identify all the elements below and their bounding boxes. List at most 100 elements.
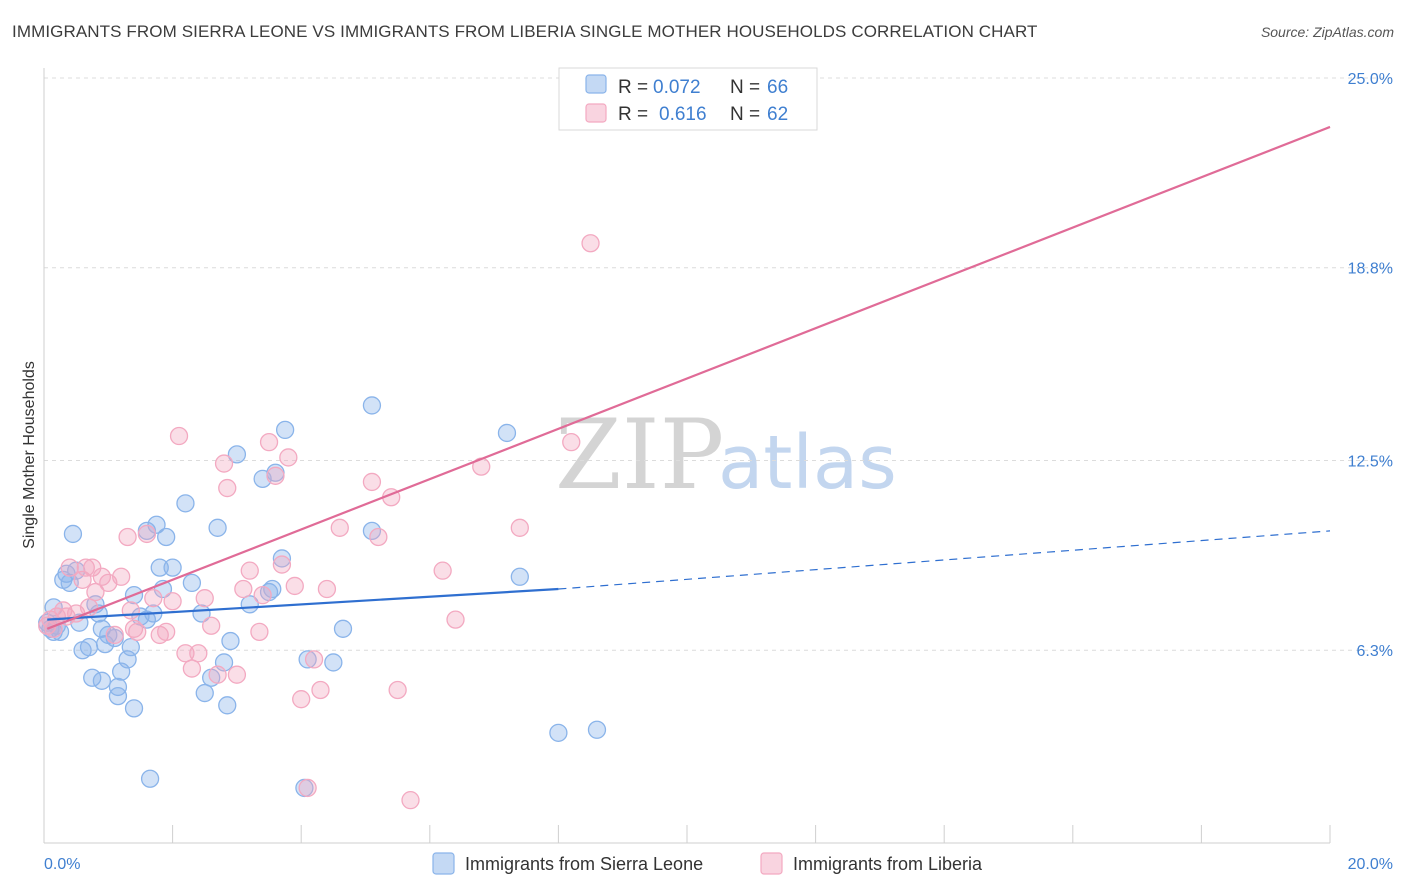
data-point [63, 524, 83, 544]
trend-lines [46, 125, 1331, 630]
data-point [140, 769, 160, 788]
data-point [83, 558, 102, 577]
y-tick-label: 12.5% [1348, 454, 1393, 471]
data-point [157, 527, 176, 547]
data-point [214, 454, 234, 473]
data-point [208, 518, 227, 537]
data-point [189, 644, 208, 663]
data-point [163, 558, 182, 577]
legend-r-label: R = [618, 77, 648, 98]
data-point [218, 478, 237, 498]
watermark-atlas: atlas [718, 420, 897, 506]
data-point [176, 644, 195, 663]
data-point [195, 589, 214, 608]
data-point [446, 610, 465, 629]
legend-n-label: N = [730, 77, 760, 98]
data-point [263, 579, 282, 599]
correlation-legend: R = 0.072 N = 66 R = 0.616 N = 62 [558, 67, 818, 131]
data-point [298, 778, 317, 798]
data-point [259, 432, 279, 452]
data-point [218, 696, 237, 715]
data-point [92, 671, 112, 690]
legend-n-value: 66 [767, 77, 788, 98]
data-point [182, 573, 202, 593]
data-point [298, 650, 317, 669]
y-tick-label: 18.8% [1348, 261, 1393, 278]
data-point [121, 638, 140, 657]
data-point [79, 638, 99, 657]
data-point [581, 234, 600, 253]
data-point [86, 582, 105, 602]
data-point [587, 720, 607, 739]
y-tick-label: 6.3% [1357, 643, 1393, 660]
legend-r-value: 0.072 [653, 77, 701, 98]
data-point [292, 690, 311, 709]
data-point [234, 579, 253, 599]
data-point [275, 420, 295, 440]
data-point [150, 558, 169, 577]
legend-label-sierra-leone: Immigrants from Sierra Leone [465, 854, 703, 874]
data-point [317, 579, 337, 599]
data-point [182, 659, 202, 678]
grid-lines [44, 77, 1392, 651]
data-point [311, 680, 330, 700]
data-point [202, 616, 221, 635]
data-point [128, 622, 147, 642]
data-point [562, 432, 581, 452]
data-point [304, 650, 324, 669]
data-point [118, 527, 137, 547]
x-tick-label: 0.0% [44, 856, 80, 873]
data-point [108, 686, 128, 706]
data-point [124, 619, 144, 638]
data-point [362, 472, 382, 492]
legend-r-label: R = [618, 104, 648, 125]
series-legend: Immigrants from Sierra Leone Immigrants … [432, 852, 983, 875]
data-point [147, 515, 166, 534]
data-point [272, 555, 292, 574]
data-point [388, 680, 407, 700]
data-point [144, 589, 163, 608]
data-point [112, 567, 131, 586]
trend-line-solid [47, 587, 559, 621]
data-point [497, 423, 517, 443]
legend-swatch-sierra-leone [432, 852, 455, 875]
data-point [324, 653, 343, 672]
legend-label-liberia: Immigrants from Liberia [793, 854, 983, 874]
data-point [266, 466, 285, 485]
y-tick-labels: 6.3% 12.5% 18.8% 25.0% [1348, 71, 1393, 660]
axes [43, 68, 1331, 844]
data-point [510, 518, 529, 537]
trend-line-dashed [558, 530, 1331, 590]
chart-source: Source: ZipAtlas.com [1260, 24, 1394, 40]
data-point [76, 558, 95, 577]
legend-n-value: 62 [767, 104, 788, 125]
data-point [195, 683, 214, 703]
legend-swatch-liberia [585, 103, 607, 123]
data-point [176, 494, 195, 513]
legend-swatch-liberia [760, 852, 783, 875]
data-point [362, 396, 382, 415]
data-point [330, 518, 349, 537]
data-point [279, 448, 298, 467]
legend-swatch-sierra-leone [585, 74, 607, 94]
legend-n-label: N = [730, 104, 760, 125]
data-point [433, 561, 452, 580]
data-point [250, 622, 269, 642]
data-point [124, 699, 144, 718]
data-point [60, 558, 79, 577]
data-point [221, 631, 240, 651]
data-point [137, 524, 157, 544]
data-point [227, 665, 247, 684]
data-point [105, 625, 124, 645]
scatter-points [38, 234, 607, 810]
x-tick-label: 20.0% [1348, 856, 1393, 873]
data-point [549, 723, 568, 742]
y-axis-title: Single Mother Households [21, 361, 38, 549]
data-point [369, 527, 388, 547]
legend-r-value: 0.616 [659, 104, 707, 125]
data-point [169, 426, 189, 446]
data-point [253, 585, 272, 605]
watermark-zip: ZIP [555, 399, 724, 511]
data-point [163, 592, 182, 611]
